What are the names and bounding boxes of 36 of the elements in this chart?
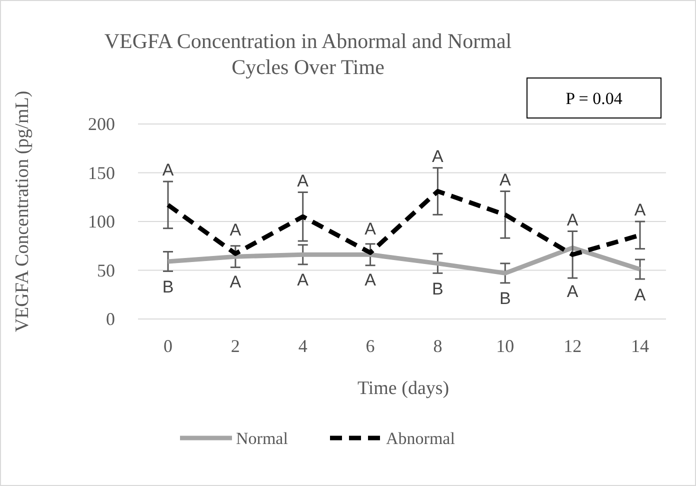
annotation: A — [297, 171, 310, 190]
x-tick-label: 12 — [564, 336, 582, 356]
x-tick-label: 0 — [164, 336, 172, 356]
annotation: A — [230, 220, 242, 240]
x-tick-label: 10 — [496, 336, 514, 356]
annotation: A — [230, 272, 242, 292]
y-tick-label: 200 — [88, 114, 115, 134]
annotation: B — [162, 277, 174, 296]
legend-label: Abnormal — [386, 429, 456, 448]
x-axis-title: Time (days) — [357, 378, 450, 399]
y-axis-title: VEGFA Concentration (pg/mL) — [12, 90, 33, 332]
annotation: A — [364, 270, 377, 290]
legend-label: Normal — [236, 429, 288, 448]
annotation: A — [566, 282, 579, 302]
y-tick-label: 50 — [97, 260, 115, 280]
annotation: A — [297, 270, 310, 290]
x-tick-label: 2 — [230, 336, 240, 356]
annotation: A — [364, 220, 377, 239]
x-tick-label: 4 — [298, 336, 308, 356]
annotation: A — [566, 210, 579, 230]
x-tick-label: 14 — [631, 336, 649, 356]
annotation: A — [634, 285, 646, 304]
x-tick-label: 6 — [366, 336, 375, 356]
annotation: B — [432, 279, 444, 298]
annotation: A — [634, 200, 646, 220]
line-series — [166, 246, 642, 276]
y-tick-label: 150 — [88, 162, 115, 183]
annotation: A — [499, 170, 512, 190]
chart-title: VEGFA Concentration in Abnormal and Normal Cycles Over Time — [104, 29, 512, 79]
annotation: A — [162, 160, 174, 180]
y-tick-label: 100 — [88, 212, 115, 232]
text: P = 0.04 — [566, 89, 623, 108]
annotation: A — [432, 146, 444, 166]
annotation: B — [499, 289, 511, 308]
x-tick-label: 8 — [433, 336, 442, 356]
y-tick-label: 0 — [106, 309, 115, 329]
